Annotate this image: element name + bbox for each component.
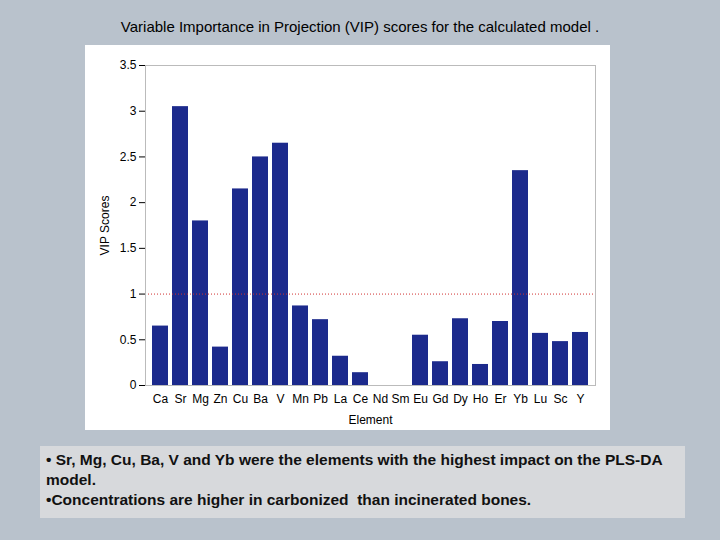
svg-text:Yb: Yb [513, 392, 528, 406]
svg-text:Dy: Dy [453, 392, 468, 406]
svg-text:La: La [334, 392, 348, 406]
svg-text:1.5: 1.5 [120, 241, 137, 255]
svg-text:Sc: Sc [553, 392, 567, 406]
svg-text:Lu: Lu [534, 392, 547, 406]
svg-text:Mg: Mg [192, 392, 209, 406]
svg-text:Mn: Mn [292, 392, 309, 406]
svg-text:V: V [276, 392, 284, 406]
svg-text:0: 0 [130, 378, 137, 392]
svg-text:Ho: Ho [473, 392, 489, 406]
svg-text:VIP Scores: VIP Scores [98, 196, 112, 256]
html-text:Variable Importance in Project: Variable Importance in Projection (VIP) … [120, 18, 600, 35]
svg-text:Er: Er [495, 392, 507, 406]
svg-text:Zn: Zn [213, 392, 227, 406]
svg-text:2.5: 2.5 [120, 150, 137, 164]
svg-text:2: 2 [130, 195, 137, 209]
html-text:•Concentrations are higher in: •Concentrations are higher in carbonized… [46, 491, 532, 509]
svg-text:0.5: 0.5 [120, 333, 137, 347]
svg-text:Gd: Gd [432, 392, 448, 406]
svg-text:Cu: Cu [233, 392, 248, 406]
svg-text:Ca: Ca [153, 392, 169, 406]
svg-text:Ce: Ce [353, 392, 369, 406]
svg-text:Nd: Nd [373, 392, 388, 406]
svg-text:Element: Element [348, 413, 393, 427]
svg-text:Ba: Ba [253, 392, 268, 406]
svg-text:Sr: Sr [175, 392, 187, 406]
svg-text:3: 3 [130, 104, 137, 118]
svg-text:Y: Y [576, 392, 584, 406]
svg-text:1: 1 [130, 287, 137, 301]
svg-text:Eu: Eu [413, 392, 428, 406]
svg-text:Pb: Pb [313, 392, 328, 406]
svg-text:Sm: Sm [392, 392, 410, 406]
svg-text:3.5: 3.5 [120, 58, 137, 72]
html-text:• Sr, Mg, Cu, Ba, V and Yb wer: • Sr, Mg, Cu, Ba, V and Yb were the elem… [46, 451, 667, 489]
